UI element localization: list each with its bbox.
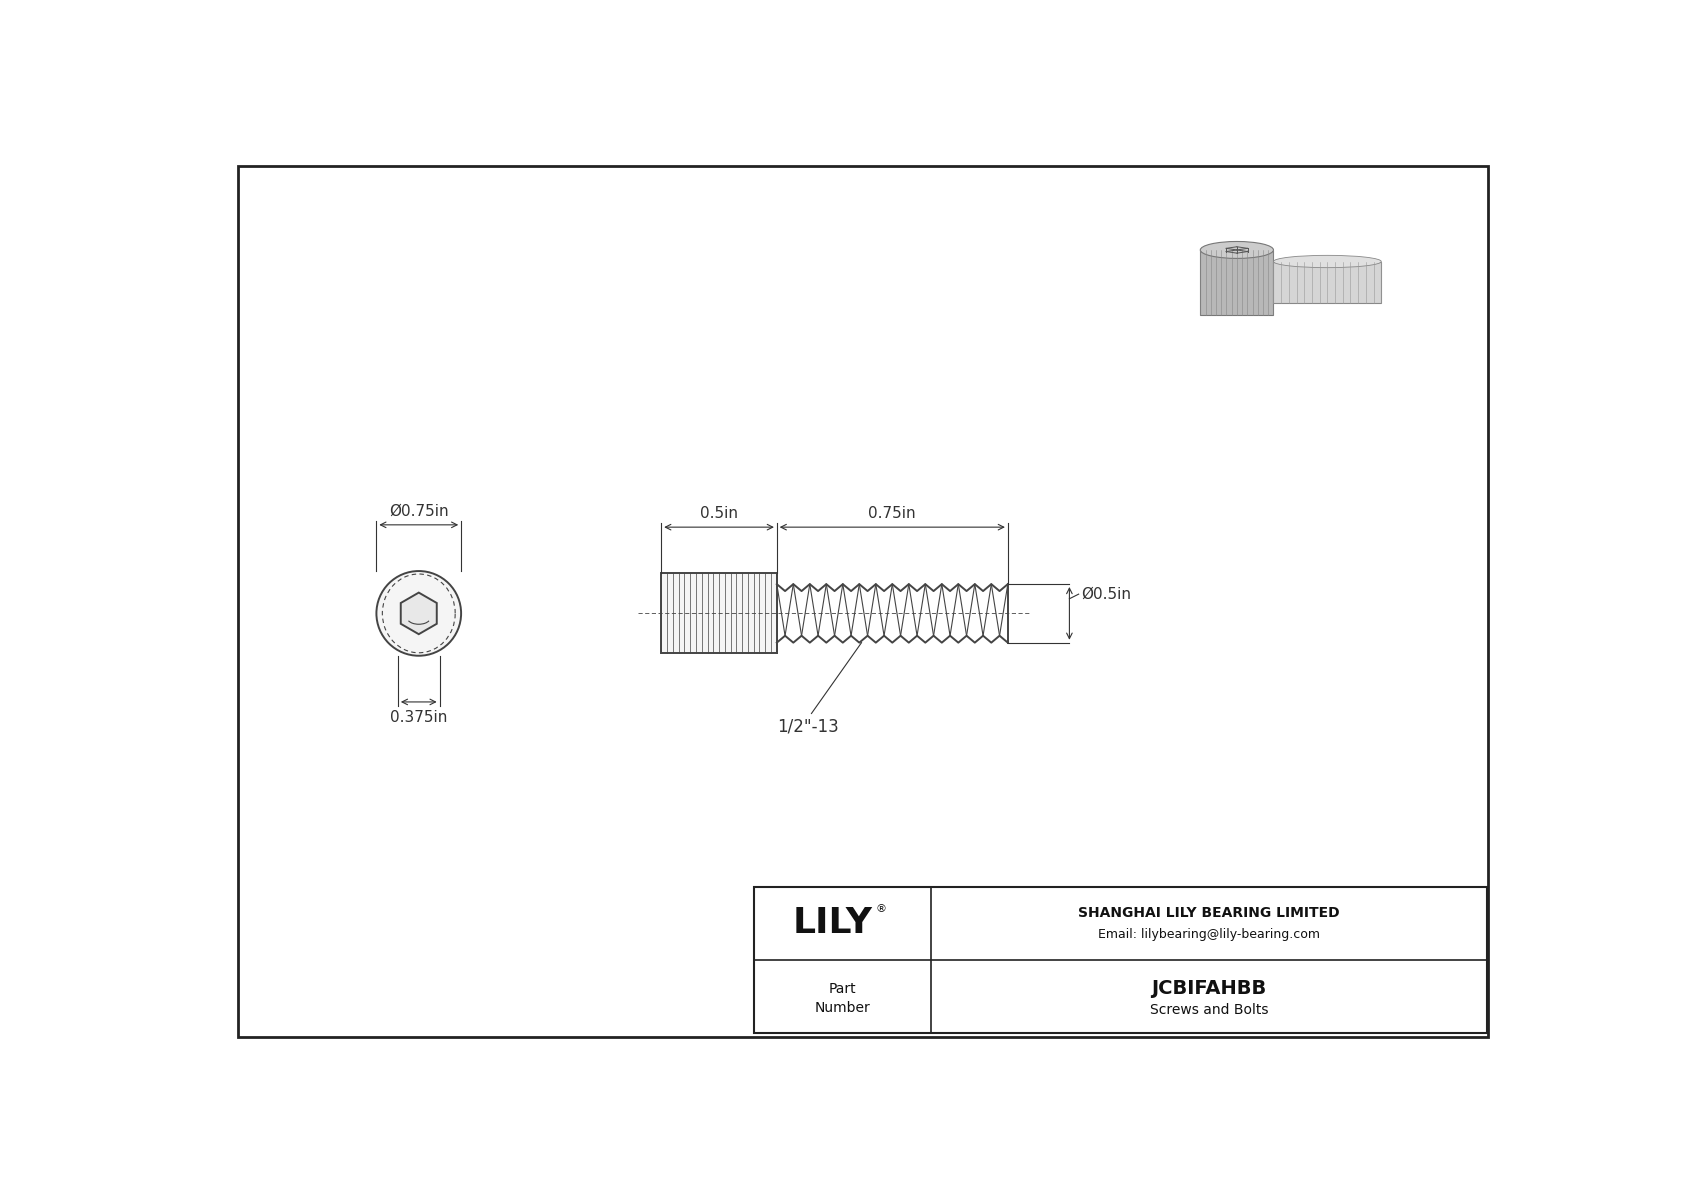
Text: ®: ® <box>876 904 886 915</box>
Text: Number: Number <box>815 1000 871 1015</box>
Ellipse shape <box>1273 255 1381 268</box>
Text: LILY: LILY <box>793 906 872 941</box>
Text: 0.375in: 0.375in <box>391 710 448 724</box>
Polygon shape <box>1273 262 1381 303</box>
Text: 1/2"-13: 1/2"-13 <box>776 717 839 735</box>
Circle shape <box>377 570 461 656</box>
Text: 0.75in: 0.75in <box>869 506 916 520</box>
Polygon shape <box>401 593 436 634</box>
Text: 0.5in: 0.5in <box>701 506 738 520</box>
Polygon shape <box>662 573 776 654</box>
Polygon shape <box>1201 250 1273 314</box>
Text: SHANGHAI LILY BEARING LIMITED: SHANGHAI LILY BEARING LIMITED <box>1078 906 1339 921</box>
Text: Part: Part <box>829 981 855 996</box>
Text: Screws and Bolts: Screws and Bolts <box>1150 1003 1268 1017</box>
Text: Email: lilybearing@lily-bearing.com: Email: lilybearing@lily-bearing.com <box>1098 928 1320 941</box>
Text: JCBIFAHBB: JCBIFAHBB <box>1152 979 1266 998</box>
Text: Ø0.75in: Ø0.75in <box>389 504 448 518</box>
Text: Ø0.5in: Ø0.5in <box>1081 587 1132 601</box>
Ellipse shape <box>1201 242 1273 258</box>
